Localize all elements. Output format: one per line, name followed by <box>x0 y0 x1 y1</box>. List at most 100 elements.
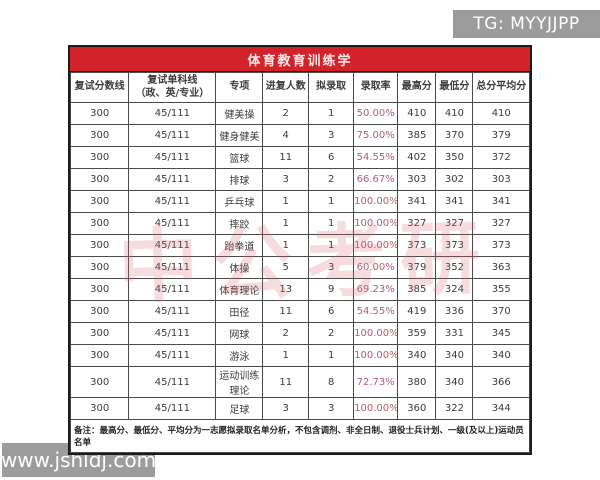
table-cell: 1 <box>308 102 355 125</box>
table-cell: 341 <box>435 190 474 213</box>
table-cell: 350 <box>435 146 474 169</box>
table-cell: 385 <box>397 124 437 147</box>
table-cell: 402 <box>397 146 437 169</box>
table-cell: 331 <box>435 322 474 345</box>
table-row: 300 45/111 体育理论 13 9 69.23% 385 324 355 <box>69 278 530 301</box>
table-cell: 300 <box>69 168 130 191</box>
table-cell: 100.00% <box>353 322 399 345</box>
table-cell: 300 <box>69 322 130 345</box>
table-cell: 篮球 <box>215 146 264 169</box>
table-cell: 419 <box>397 300 437 323</box>
column-header: 专项 <box>215 72 264 103</box>
table-cell: 健身健美 <box>215 124 264 147</box>
table-cell: 344 <box>472 397 530 420</box>
table-cell: 体育理论 <box>215 278 264 301</box>
table-header-row: 复试分数线 复试单科线 （政、英/专业） 专项 进复人数 拟录取 录取率 最高分 最低分 总分平均… <box>69 72 530 103</box>
table-cell: 336 <box>435 300 474 323</box>
table-cell: 322 <box>435 397 474 420</box>
table-cell: 373 <box>435 234 474 257</box>
table-cell: 327 <box>472 212 530 235</box>
table-cell: 田径 <box>215 300 264 323</box>
table-cell: 45/111 <box>128 300 217 323</box>
table-cell: 跆拳道 <box>215 234 264 257</box>
table-cell: 45/111 <box>128 344 217 367</box>
table-cell: 300 <box>69 234 130 257</box>
table-title: 体育教育训练学 <box>70 47 530 72</box>
table-cell: 6 <box>308 300 355 323</box>
table-note: 备注：最高分、最低分、平均分为一志愿拟录取名单分析，不包含调剂、非全日制、退役士… <box>70 419 530 453</box>
table-cell: 340 <box>397 344 437 367</box>
table-cell: 60.00% <box>353 256 399 279</box>
table-cell: 45/111 <box>128 124 217 147</box>
table-cell: 100.00% <box>353 344 399 367</box>
table-row: 300 45/111 跆拳道 1 1 100.00% 373 373 373 <box>69 234 530 257</box>
table-cell: 2 <box>262 322 310 345</box>
table-cell: 340 <box>435 344 474 367</box>
table-cell: 2 <box>262 102 310 125</box>
column-header: 复试单科线 （政、英/专业） <box>128 72 217 103</box>
table-cell: 排球 <box>215 168 264 191</box>
table-cell: 3 <box>308 397 355 420</box>
table-cell: 45/111 <box>128 102 217 125</box>
table-cell: 1 <box>308 234 355 257</box>
table-cell: 72.73% <box>353 366 399 398</box>
table-cell: 网球 <box>215 322 264 345</box>
table-cell: 100.00% <box>353 397 399 420</box>
table-row: 300 45/111 足球 3 3 100.00% 360 322 344 <box>69 397 530 420</box>
table-cell: 3 <box>308 256 355 279</box>
column-header: 总分平均分 <box>472 72 530 103</box>
table-cell: 足球 <box>215 397 264 420</box>
table-cell: 300 <box>69 366 130 398</box>
telegram-watermark-badge: TG: MYYJJPP <box>453 10 600 38</box>
table-cell: 352 <box>435 256 474 279</box>
telegram-watermark-text: TG: MYYJJPP <box>473 14 580 34</box>
table-cell: 1 <box>262 212 310 235</box>
table-cell: 6 <box>308 146 355 169</box>
table-cell: 300 <box>69 212 130 235</box>
table-cell: 100.00% <box>353 234 399 257</box>
table-cell: 370 <box>435 124 474 147</box>
table-cell: 1 <box>308 190 355 213</box>
table-cell: 1 <box>308 344 355 367</box>
table-cell: 300 <box>69 102 130 125</box>
table-cell: 355 <box>472 278 530 301</box>
table-cell: 100.00% <box>353 190 399 213</box>
table-cell: 300 <box>69 344 130 367</box>
table-cell: 341 <box>397 190 437 213</box>
table-cell: 1 <box>262 344 310 367</box>
table-cell: 5 <box>262 256 310 279</box>
table-cell: 300 <box>69 278 130 301</box>
table-cell: 300 <box>69 397 130 420</box>
table-cell: 373 <box>472 234 530 257</box>
table-cell: 300 <box>69 256 130 279</box>
column-header: 最低分 <box>435 72 474 103</box>
table-cell: 380 <box>397 366 437 398</box>
table-cell: 341 <box>472 190 530 213</box>
table-cell: 45/111 <box>128 278 217 301</box>
column-header: 最高分 <box>397 72 437 103</box>
table-cell: 379 <box>472 124 530 147</box>
table-cell: 45/111 <box>128 256 217 279</box>
table-cell: 340 <box>435 366 474 398</box>
table-cell: 302 <box>435 168 474 191</box>
table-cell: 45/111 <box>128 212 217 235</box>
table-cell: 300 <box>69 124 130 147</box>
table-cell: 66.67% <box>353 168 399 191</box>
table-cell: 45/111 <box>128 397 217 420</box>
table-cell: 300 <box>69 190 130 213</box>
table-note-row: 备注：最高分、最低分、平均分为一志愿拟录取名单分析，不包含调剂、非全日制、退役士… <box>70 419 530 453</box>
column-header: 录取率 <box>353 72 399 103</box>
table-cell: 340 <box>472 344 530 367</box>
table-cell: 379 <box>397 256 437 279</box>
table-row: 300 45/111 摔跤 1 1 100.00% 327 327 327 <box>69 212 530 235</box>
table-cell: 345 <box>472 322 530 345</box>
table-cell: 100.00% <box>353 212 399 235</box>
table-cell: 45/111 <box>128 146 217 169</box>
table-cell: 303 <box>472 168 530 191</box>
table-cell: 45/111 <box>128 366 217 398</box>
table-cell: 3 <box>262 397 310 420</box>
table-cell: 11 <box>262 366 310 398</box>
table-cell: 2 <box>308 322 355 345</box>
table-row: 300 45/111 健身健美 4 3 75.00% 385 370 379 <box>69 124 530 147</box>
